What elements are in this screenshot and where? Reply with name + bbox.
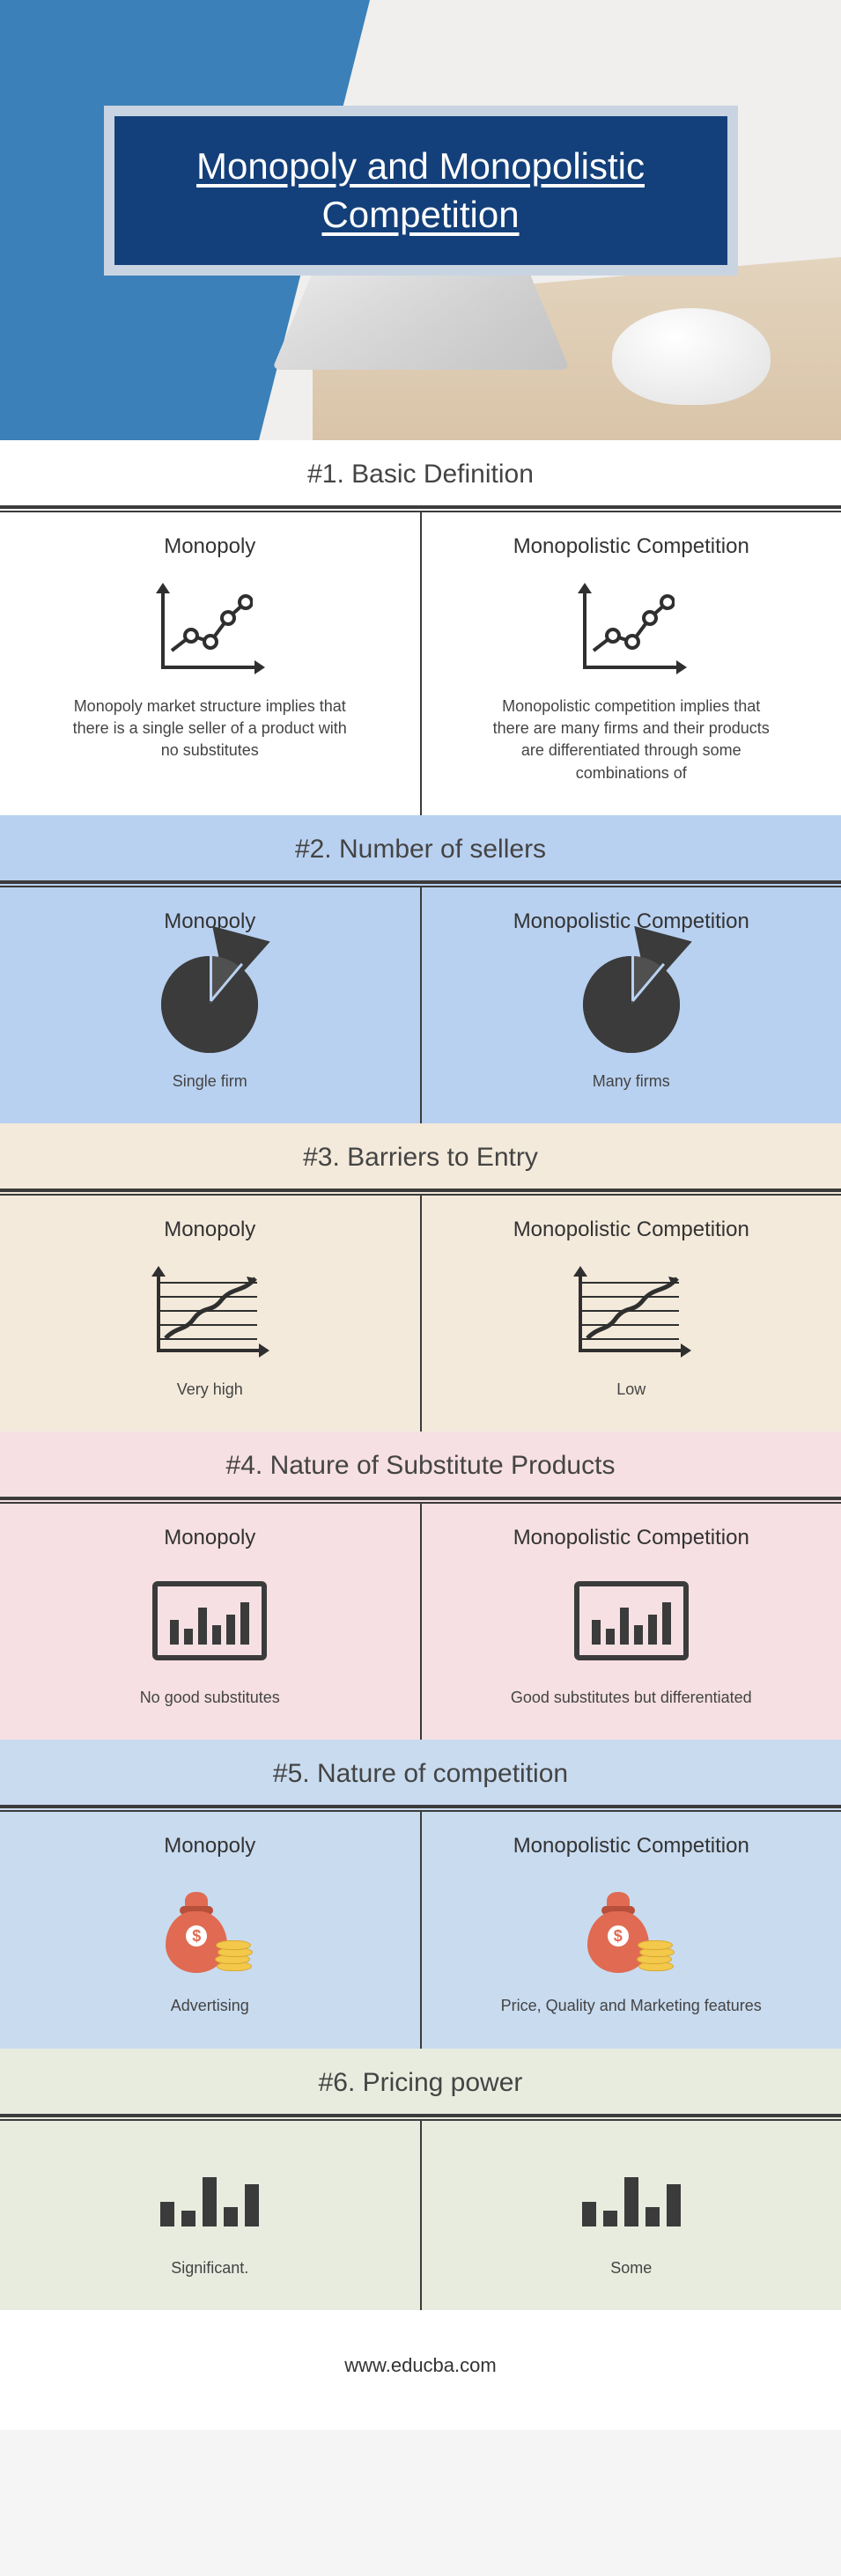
bars-icon	[157, 2156, 262, 2226]
hero-banner: Monopoly and Monopolistic Competition	[0, 0, 841, 440]
desc-monopolistic: Low	[486, 1379, 777, 1401]
compare-row: Monopoly $ Advertising Monopolistic Comp…	[0, 1812, 841, 2048]
compare-row: Monopoly Very high Monopolistic Competit…	[0, 1196, 841, 1432]
desc-monopoly: Very high	[64, 1379, 355, 1401]
col-monopoly: Monopoly Single firm	[0, 887, 420, 1123]
section-heading: #5. Nature of competition	[0, 1740, 841, 1805]
compare-row: Monopoly Single firm Monopolistic Compet…	[0, 887, 841, 1123]
col-monopolistic: Some	[422, 2121, 841, 2310]
desc-monopolistic: Monopolistic competition implies that th…	[486, 696, 777, 784]
col-monopoly: Monopoly Monopoly market structure impli…	[0, 512, 420, 815]
line-chart-icon	[161, 590, 258, 669]
col-head-monopoly: Monopoly	[35, 1218, 385, 1242]
infographic-page: Monopoly and Monopolistic Competition #1…	[0, 0, 841, 2430]
hero-mouse-icon	[612, 308, 771, 405]
desc-monopolistic: Good substitutes but differentiated	[486, 1687, 777, 1709]
section-heading: #1. Basic Definition	[0, 440, 841, 505]
col-head-monopolistic: Monopolistic Competition	[457, 534, 807, 559]
col-head-monopolistic: Monopolistic Competition	[457, 1526, 807, 1550]
col-monopoly: Monopoly $ Advertising	[0, 1812, 420, 2048]
desc-monopolistic: Some	[486, 2257, 777, 2279]
money-bag-icon: $	[157, 1885, 262, 1973]
pie-chart-icon	[583, 956, 680, 1053]
page-title: Monopoly and Monopolistic Competition	[132, 143, 710, 239]
section-block: #2. Number of sellers Monopoly Single fi…	[0, 815, 841, 1123]
col-monopolistic: Monopolistic Competition Good substitute…	[422, 1504, 841, 1740]
desc-monopoly: Monopoly market structure implies that t…	[64, 696, 355, 762]
desc-monopolistic: Price, Quality and Marketing features	[486, 1995, 777, 2017]
col-monopolistic: Monopolistic Competition Low	[422, 1196, 841, 1432]
col-head-monopoly: Monopoly	[35, 534, 385, 559]
section-heading: #4. Nature of Substitute Products	[0, 1432, 841, 1497]
col-monopolistic: Monopolistic Competition Monopolistic co…	[422, 512, 841, 815]
desc-monopoly: No good substitutes	[64, 1687, 355, 1709]
money-bag-icon: $	[579, 1885, 684, 1973]
section-heading: #6. Pricing power	[0, 2049, 841, 2114]
grid-chart-icon	[579, 1273, 684, 1352]
desc-monopoly: Advertising	[64, 1995, 355, 2017]
col-head-monopoly: Monopoly	[35, 909, 385, 934]
grid-chart-icon	[157, 1273, 262, 1352]
title-card: Monopoly and Monopolistic Competition	[104, 106, 738, 276]
section-block: #5. Nature of competition Monopoly $ Adv…	[0, 1740, 841, 2048]
bars-icon	[579, 2156, 684, 2226]
section-block: #4. Nature of Substitute Products Monopo…	[0, 1432, 841, 1740]
col-head-monopolistic: Monopolistic Competition	[457, 909, 807, 934]
compare-row: Significant. Some	[0, 2121, 841, 2310]
col-head-monopoly: Monopoly	[35, 1834, 385, 1858]
col-monopolistic: Monopolistic Competition Many firms	[422, 887, 841, 1123]
section-block: #3. Barriers to Entry Monopoly Very high…	[0, 1123, 841, 1432]
section-heading: #3. Barriers to Entry	[0, 1123, 841, 1189]
footer-url: www.educba.com	[0, 2310, 841, 2430]
section-block: #6. Pricing power Significant. Some	[0, 2049, 841, 2310]
compare-row: Monopoly Monopoly market structure impli…	[0, 512, 841, 815]
bar-box-icon	[574, 1581, 689, 1660]
col-head-monopolistic: Monopolistic Competition	[457, 1834, 807, 1858]
col-monopolistic: Monopolistic Competition $ Price, Qualit…	[422, 1812, 841, 2048]
sections-container: #1. Basic Definition Monopoly Monopoly m…	[0, 440, 841, 2310]
col-monopoly: Monopoly Very high	[0, 1196, 420, 1432]
compare-row: Monopoly No good substitutes Monopolisti…	[0, 1504, 841, 1740]
desc-monopoly: Significant.	[64, 2257, 355, 2279]
col-monopoly: Significant.	[0, 2121, 420, 2310]
line-chart-icon	[583, 590, 680, 669]
section-heading: #2. Number of sellers	[0, 815, 841, 880]
desc-monopoly: Single firm	[64, 1071, 355, 1093]
bar-box-icon	[152, 1581, 267, 1660]
section-block: #1. Basic Definition Monopoly Monopoly m…	[0, 440, 841, 815]
col-monopoly: Monopoly No good substitutes	[0, 1504, 420, 1740]
pie-chart-icon	[161, 956, 258, 1053]
col-head-monopolistic: Monopolistic Competition	[457, 1218, 807, 1242]
col-head-monopoly: Monopoly	[35, 1526, 385, 1550]
hero-laptop-icon	[271, 265, 569, 370]
desc-monopolistic: Many firms	[486, 1071, 777, 1093]
